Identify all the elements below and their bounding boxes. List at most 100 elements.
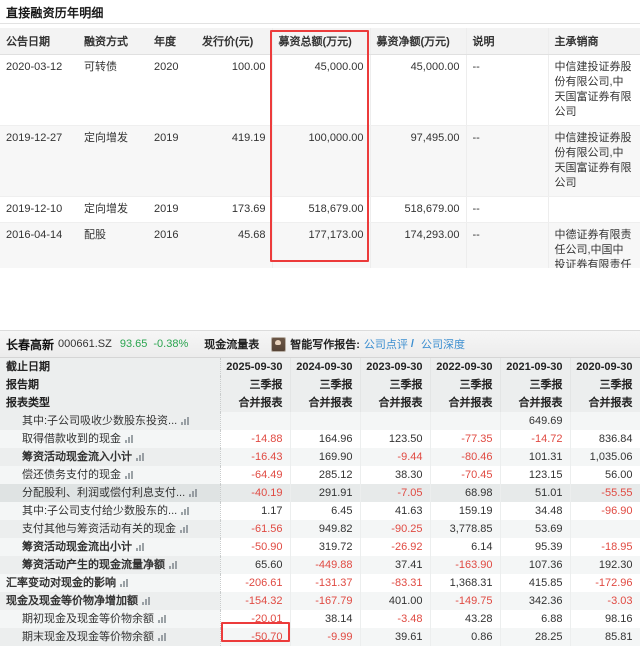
statement-title: 现金流量表	[204, 339, 260, 351]
col-header-underwriter[interactable]: 主承销商	[547, 28, 640, 55]
direct-financing-panel: 直接融资历年明细 公告日期 融资方式 年度 发行价(元) 募资总额(万元) 募资…	[0, 0, 640, 376]
cashflow-value-cell: -40.19	[220, 484, 291, 502]
bar-chart-icon[interactable]	[158, 615, 167, 624]
cashflow-row-label-text: 其中:子公司支付给少数股东的...	[22, 505, 178, 517]
table-row: 2019-12-10 定向增发 2019 173.69 518,679.00 5…	[0, 196, 640, 223]
header-period-2[interactable]: 2023-09-30	[360, 358, 431, 376]
cashflow-value-cell: 34.48	[500, 502, 571, 520]
col-header-announce-date[interactable]: 公告日期	[0, 28, 78, 55]
cashflow-value-cell: 949.82	[290, 520, 361, 538]
bar-chart-icon[interactable]	[125, 471, 134, 480]
link-company-deep-dive[interactable]: 公司深度	[420, 339, 465, 351]
header-period-3[interactable]: 2022-09-30	[430, 358, 501, 376]
bar-chart-icon[interactable]	[136, 453, 145, 462]
bar-chart-icon[interactable]	[169, 561, 178, 570]
table-row: 筹资活动现金流出小计 -50.90 319.72 -26.92 6.14 95.39 -18…	[0, 538, 640, 556]
col-header-year[interactable]: 年度	[148, 28, 196, 55]
cashflow-value-cell: 1,035.06	[570, 448, 640, 466]
cashflow-value-cell: -80.46	[430, 448, 501, 466]
cashflow-value-cell: 95.39	[500, 538, 571, 556]
cashflow-value-cell: -50.70	[220, 628, 291, 646]
header-period-1[interactable]: 2024-09-30	[290, 358, 361, 376]
cashflow-row-label: 偿还债务支付的现金	[0, 466, 221, 484]
cashflow-value-cell: 28.25	[500, 628, 571, 646]
cashflow-value-cell: 3,778.85	[430, 520, 501, 538]
cashflow-value-cell: 319.72	[290, 538, 361, 556]
header-statement-type-4: 合并报表	[500, 394, 571, 412]
table-row: 2019-12-27 定向增发 2019 419.19 100,000.00 9…	[0, 125, 640, 197]
stock-name[interactable]: 长春高新	[6, 337, 55, 352]
bar-chart-icon[interactable]	[142, 597, 151, 606]
cashflow-value-cell: 415.85	[500, 574, 571, 592]
bar-chart-icon[interactable]	[125, 435, 134, 444]
cashflow-row-label: 期初现金及现金等价物余额	[0, 610, 221, 628]
link-company-review[interactable]: 公司点评	[363, 339, 408, 351]
bar-chart-icon[interactable]	[181, 507, 190, 516]
cashflow-value-cell: -9.44	[360, 448, 431, 466]
cashflow-value-cell: 192.30	[570, 556, 640, 574]
cashflow-value-cell: -149.75	[430, 592, 501, 610]
cashflow-value-cell: -70.45	[430, 466, 501, 484]
cashflow-row-label-text: 筹资活动现金流入小计	[22, 451, 132, 463]
bar-chart-icon[interactable]	[136, 543, 145, 552]
col-header-net-raised[interactable]: 募资净额(万元)	[369, 28, 466, 55]
header-period-4[interactable]: 2021-09-30	[500, 358, 571, 376]
cell-issue-price: 100.00	[196, 54, 272, 126]
stock-code: 000661.SZ	[58, 338, 112, 350]
cashflow-value-cell: -64.49	[220, 466, 291, 484]
cashflow-row-label: 其中:子公司支付给少数股东的...	[0, 502, 221, 520]
cashflow-value-cell: -61.56	[220, 520, 291, 538]
cashflow-value-cell: 1.17	[220, 502, 291, 520]
col-header-note[interactable]: 说明	[465, 28, 548, 55]
cashflow-value-cell: -96.90	[570, 502, 640, 520]
header-row-statement-type: 报表类型 合并报表 合并报表 合并报表 合并报表 合并报表 合并报表	[0, 394, 640, 412]
cell-total-raised: 518,679.00	[271, 196, 370, 223]
cell-underwriter: 中信建投证券股份有限公司,中天国富证券有限公司	[547, 125, 640, 197]
bar-chart-icon[interactable]	[158, 633, 167, 642]
cashflow-row-label-text: 筹资活动现金流出小计	[22, 541, 132, 553]
header-row-report-period: 报告期 三季报 三季报 三季报 三季报 三季报 三季报	[0, 376, 640, 394]
cashflow-value-cell: 649.69	[500, 412, 571, 430]
cashflow-value-cell: 39.61	[360, 628, 431, 646]
cashflow-value-cell: -18.95	[570, 538, 640, 556]
cashflow-value-cell	[290, 412, 361, 430]
cashflow-row-label-text: 偿还债务支付的现金	[22, 469, 121, 481]
cell-total-raised: 45,000.00	[271, 54, 370, 126]
col-header-issue-price[interactable]: 发行价(元)	[196, 28, 272, 55]
bar-chart-icon[interactable]	[120, 579, 129, 588]
header-period-5[interactable]: 2020-09-30	[570, 358, 640, 376]
bar-chart-icon[interactable]	[181, 417, 190, 426]
bar-chart-icon[interactable]	[189, 489, 198, 498]
cashflow-value-cell: 85.81	[570, 628, 640, 646]
cashflow-value-cell	[220, 412, 291, 430]
cell-net-raised: 518,679.00	[369, 196, 466, 223]
cell-net-raised: 45,000.00	[369, 54, 466, 126]
ai-report-label: 智能写作报告:	[290, 339, 360, 351]
col-header-total-raised[interactable]: 募资总额(万元)	[271, 28, 370, 55]
cashflow-row-label: 取得借款收到的现金	[0, 430, 221, 448]
cashflow-value-cell: 169.90	[290, 448, 361, 466]
cell-note: --	[465, 125, 548, 197]
cashflow-value-cell: 6.14	[430, 538, 501, 556]
cashflow-row-label-text: 支付其他与筹资活动有关的现金	[22, 523, 176, 535]
table-row: 期末现金及现金等价物余额 -50.70 -9.99 39.61 0.86 28.25 85.…	[0, 628, 640, 646]
cashflow-value-cell: -131.37	[290, 574, 361, 592]
cashflow-row-label-text: 分配股利、利润或偿付利息支付...	[22, 487, 186, 499]
table-row: 期初现金及现金等价物余额 -20.01 38.14 -3.48 43.28 6.88 98.…	[0, 610, 640, 628]
table-row: 其中:子公司吸收少数股东投资... 649.69	[0, 412, 640, 430]
header-statement-type-3: 合并报表	[430, 394, 501, 412]
cashflow-value-cell: -77.35	[430, 430, 501, 448]
cashflow-value-cell: 285.12	[290, 466, 361, 484]
col-header-financing-method[interactable]: 融资方式	[78, 28, 148, 55]
bar-chart-icon[interactable]	[180, 525, 189, 534]
cashflow-value-cell: -154.32	[220, 592, 291, 610]
table-row: 汇率变动对现金的影响 -206.61 -131.37 -83.31 1,368.31 41…	[0, 574, 640, 592]
header-label-cutoff-date: 截止日期	[0, 358, 221, 376]
header-period-0[interactable]: 2025-09-30	[220, 358, 291, 376]
cashflow-value-cell: 342.36	[500, 592, 571, 610]
cell-announce-date: 2019-12-27	[0, 125, 78, 197]
cashflow-value-cell: -90.25	[360, 520, 431, 538]
cashflow-value-cell: 123.15	[500, 466, 571, 484]
stock-price: 93.65	[119, 338, 148, 350]
cell-year: 2020	[148, 54, 196, 126]
